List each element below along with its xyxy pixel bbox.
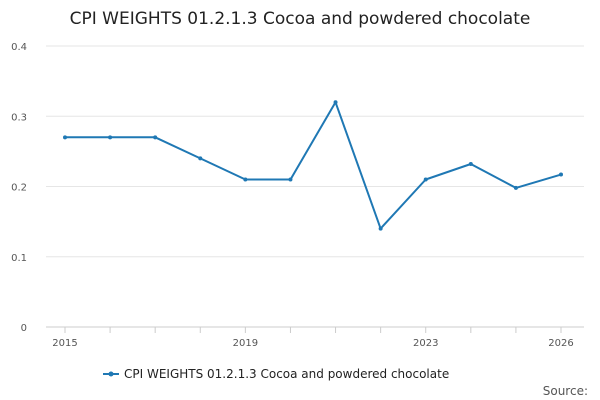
grid — [46, 45, 584, 258]
y-tick-label: 0.1 — [11, 253, 27, 264]
y-tick-label: 0.3 — [11, 112, 27, 123]
data-point[interactable] — [559, 172, 563, 177]
data-point[interactable] — [378, 226, 383, 231]
legend-dot-marker — [108, 371, 114, 377]
data-point[interactable] — [333, 100, 338, 105]
data-point[interactable] — [513, 185, 518, 190]
y-tick-label: 0 — [21, 323, 27, 334]
plot-area — [63, 100, 563, 231]
data-point[interactable] — [153, 135, 158, 140]
data-point[interactable] — [108, 135, 113, 140]
data-point[interactable] — [243, 177, 248, 182]
legend-label: CPI WEIGHTS 01.2.1.3 Cocoa and powdered … — [124, 367, 449, 381]
y-tick-label: 0.4 — [11, 42, 27, 53]
x-tick-label: 2019 — [233, 338, 258, 349]
legend[interactable]: CPI WEIGHTS 01.2.1.3 Cocoa and powdered … — [103, 367, 449, 381]
series-line — [64, 101, 562, 230]
x-tick-label: 2015 — [52, 338, 77, 349]
data-point[interactable] — [288, 177, 293, 182]
y-axis: 0 0.1 0.2 0.3 0.4 — [11, 42, 27, 334]
data-point[interactable] — [198, 156, 203, 161]
y-tick-label: 0.2 — [11, 183, 27, 194]
data-point[interactable] — [63, 135, 67, 140]
x-tick-label: 2026 — [548, 338, 573, 349]
x-axis: 2015 2019 2023 2026 — [46, 326, 584, 349]
data-point[interactable] — [468, 162, 473, 167]
chart-title: CPI WEIGHTS 01.2.1.3 Cocoa and powdered … — [70, 9, 531, 29]
x-tick-label: 2023 — [413, 338, 438, 349]
data-point[interactable] — [423, 177, 428, 182]
source-label[interactable]: Source: — [543, 384, 588, 398]
